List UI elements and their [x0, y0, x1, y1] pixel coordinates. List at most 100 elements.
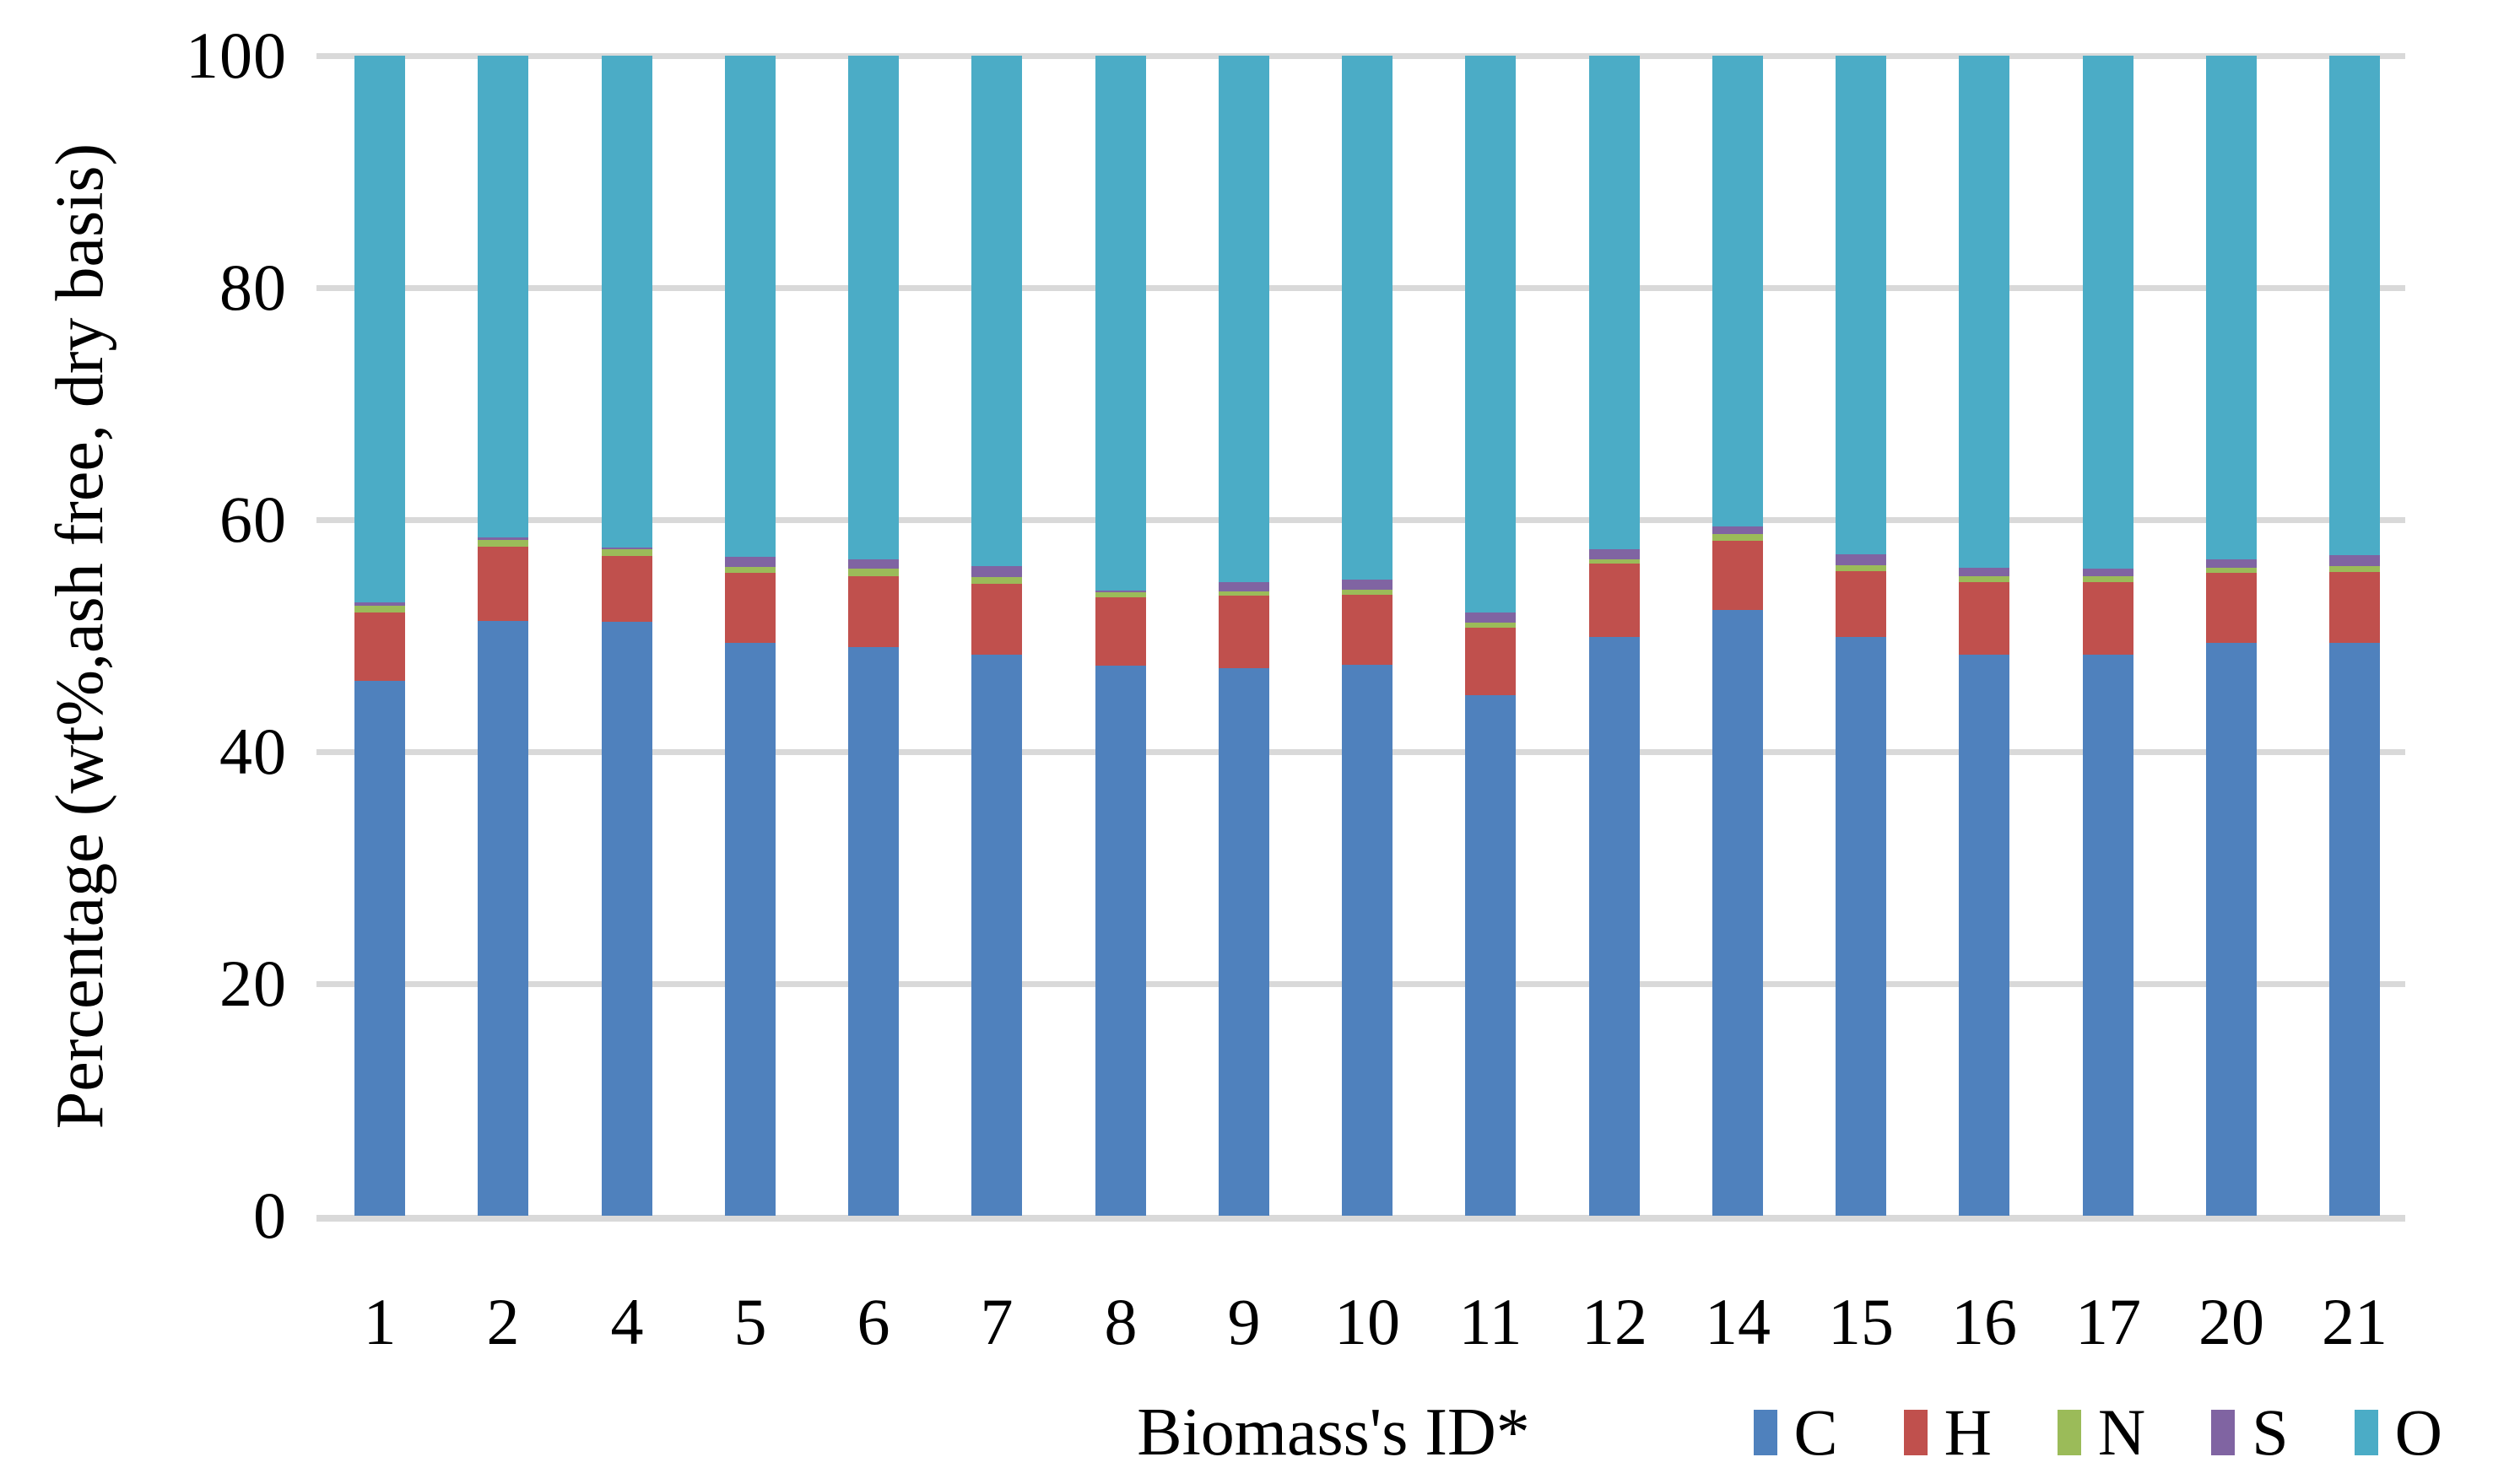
- bar-segment-O: [2329, 56, 2380, 555]
- bar-segment-H: [1959, 582, 2009, 655]
- bar-segment-N: [848, 569, 899, 577]
- bar-segment-O: [971, 56, 1022, 566]
- legend-label-H: H: [1944, 1395, 1992, 1469]
- bar-segment-C: [1465, 694, 1516, 1216]
- bar-segment-N: [1589, 559, 1640, 564]
- bar-biomass-12: [1589, 56, 1640, 1216]
- bar-segment-N: [971, 577, 1022, 584]
- bar-segment-H: [1712, 540, 1763, 611]
- bar-segment-C: [1589, 636, 1640, 1216]
- bar-segment-C: [478, 620, 528, 1216]
- bar-segment-C: [1712, 610, 1763, 1216]
- bar-segment-S: [1589, 549, 1640, 559]
- bar-segment-C: [2083, 654, 2133, 1216]
- bar-segment-O: [1589, 56, 1640, 550]
- bar-segment-H: [1342, 594, 1393, 665]
- bar-biomass-16: [1959, 56, 2009, 1216]
- bar-biomass-15: [1836, 56, 1886, 1216]
- bar-segment-H: [2083, 582, 2133, 655]
- bar-biomass-20: [2206, 56, 2257, 1216]
- x-tick-label: 12: [1582, 1285, 1647, 1358]
- y-tick-label: 0: [253, 1179, 287, 1252]
- bar-segment-H: [2206, 573, 2257, 643]
- bar-biomass-10: [1342, 56, 1393, 1216]
- x-tick-label: 7: [980, 1285, 1014, 1358]
- legend-swatch-N: [2057, 1410, 2081, 1455]
- bar-biomass-5: [725, 56, 776, 1216]
- bar-segment-S: [354, 602, 405, 606]
- x-tick-label: 20: [2198, 1285, 2264, 1358]
- x-tick-label: 5: [733, 1285, 767, 1358]
- x-tick-label: 9: [1227, 1285, 1261, 1358]
- x-tick-label: 21: [2322, 1285, 2388, 1358]
- y-tick-label: 80: [219, 251, 287, 324]
- bar-segment-H: [1589, 564, 1640, 637]
- bar-biomass-1: [354, 56, 405, 1216]
- bar-segment-H: [354, 612, 405, 682]
- bar-segment-S: [1836, 554, 1886, 565]
- bar-biomass-2: [478, 56, 528, 1216]
- legend-swatch-O: [2354, 1410, 2378, 1455]
- x-tick-label: 17: [2075, 1285, 2141, 1358]
- x-tick-label: 14: [1705, 1285, 1771, 1358]
- x-tick-label: 2: [486, 1285, 520, 1358]
- x-axis-title: Biomass's ID*: [1137, 1395, 1530, 1470]
- bar-segment-S: [1342, 579, 1393, 591]
- bar-segment-C: [1959, 654, 2009, 1216]
- bar-biomass-14: [1712, 56, 1763, 1216]
- x-tick-label: 10: [1334, 1285, 1400, 1358]
- bar-segment-C: [1219, 668, 1269, 1216]
- bar-biomass-21: [2329, 56, 2380, 1216]
- legend-item-H: H: [1903, 1390, 1992, 1475]
- bar-segment-C: [1342, 664, 1393, 1216]
- bar-segment-S: [1712, 526, 1763, 535]
- bar-segment-O: [2206, 56, 2257, 559]
- bar-segment-C: [848, 647, 899, 1216]
- bar-segment-O: [1465, 56, 1516, 612]
- bar-segment-S: [2206, 559, 2257, 569]
- legend-label-C: C: [1793, 1395, 1838, 1469]
- x-tick-label: 4: [610, 1285, 644, 1358]
- bar-biomass-8: [1095, 56, 1146, 1216]
- bar-segment-S: [1959, 568, 2009, 576]
- bar-segment-N: [725, 567, 776, 574]
- bar-segment-O: [725, 56, 776, 557]
- bar-segment-C: [354, 681, 405, 1216]
- bar-segment-S: [1095, 590, 1146, 592]
- bar-segment-H: [1836, 570, 1886, 637]
- bar-segment-C: [602, 622, 652, 1216]
- x-tick-label: 16: [1951, 1285, 2017, 1358]
- x-tick-label: 6: [857, 1285, 890, 1358]
- bar-segment-O: [2083, 56, 2133, 569]
- bar-segment-S: [2083, 569, 2133, 576]
- bar-segment-H: [602, 555, 652, 622]
- bar-biomass-17: [2083, 56, 2133, 1216]
- bar-segment-N: [1095, 591, 1146, 598]
- bar-segment-H: [971, 583, 1022, 655]
- bar-segment-N: [1959, 575, 2009, 583]
- legend-item-S: S: [2211, 1390, 2289, 1475]
- bar-segment-C: [725, 642, 776, 1216]
- y-tick-label: 100: [186, 19, 287, 92]
- legend-item-O: O: [2354, 1390, 2442, 1475]
- bar-segment-C: [1836, 636, 1886, 1216]
- bar-biomass-7: [971, 56, 1022, 1216]
- bar-segment-S: [2329, 554, 2380, 566]
- bar-segment-N: [602, 549, 652, 556]
- bar-segment-S: [725, 557, 776, 568]
- legend-item-N: N: [2057, 1390, 2145, 1475]
- bar-segment-H: [478, 546, 528, 621]
- bar-segment-H: [725, 573, 776, 643]
- x-tick-label: 15: [1828, 1285, 1894, 1358]
- bar-segment-O: [1342, 56, 1393, 580]
- bar-segment-H: [1465, 627, 1516, 695]
- bar-segment-H: [2329, 571, 2380, 643]
- bar-segment-H: [1219, 596, 1269, 668]
- bar-segment-O: [478, 56, 528, 538]
- y-tick-label: 20: [219, 947, 287, 1020]
- bar-segment-S: [1465, 612, 1516, 623]
- bar-segment-O: [602, 56, 652, 548]
- bar-segment-O: [1836, 56, 1886, 555]
- bar-biomass-11: [1465, 56, 1516, 1216]
